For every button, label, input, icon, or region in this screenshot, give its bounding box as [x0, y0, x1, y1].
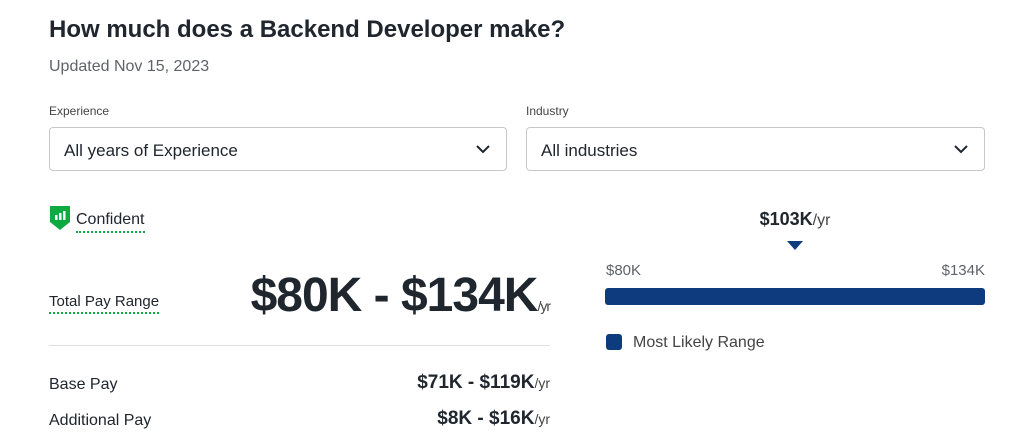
row-value: $8K - $16K	[437, 408, 535, 429]
unit: /yr	[534, 375, 550, 391]
median-marker	[787, 241, 803, 250]
row-range: $71K - $119K/yr	[417, 372, 550, 394]
filter-label: Experience	[49, 104, 110, 118]
dropdown[interactable]: All industries	[526, 127, 985, 171]
row-label: Additional Pay	[49, 412, 152, 429]
unit: /yr	[534, 411, 550, 427]
row-range: $8K - $16K/yr	[437, 408, 550, 430]
range-low: $80K	[606, 262, 642, 279]
confidence[interactable]: Confident	[76, 211, 145, 233]
chevron	[954, 145, 968, 154]
dropdown-value: All industries	[541, 141, 638, 160]
updated: Updated Nov 15, 2023	[49, 58, 210, 75]
pay-range-value: $80K - $134K	[250, 269, 539, 322]
unit: /yr	[537, 298, 551, 314]
range-high: $134K	[941, 262, 985, 279]
chevron	[476, 145, 490, 154]
dropdown-value: All years of Experience	[64, 141, 238, 160]
title: How much does a Backend Developer make?	[49, 16, 566, 43]
median-value: $103K	[759, 209, 813, 229]
row-value: $71K - $119K	[417, 372, 535, 393]
confidence-icon	[50, 206, 70, 230]
legend-label: Most Likely Range	[633, 334, 765, 351]
filter-label: Industry	[526, 104, 569, 118]
row-label: Base Pay	[49, 376, 118, 393]
divider	[49, 345, 550, 346]
unit: /yr	[812, 212, 831, 229]
dropdown[interactable]: All years of Experience	[49, 127, 507, 171]
pay-range: $80K - $134K/yr	[250, 268, 551, 323]
median: $103K/yr	[605, 209, 985, 230]
pay-label[interactable]: Total Pay Range	[49, 293, 160, 314]
legend-swatch	[606, 334, 622, 350]
range-bar	[605, 288, 985, 305]
